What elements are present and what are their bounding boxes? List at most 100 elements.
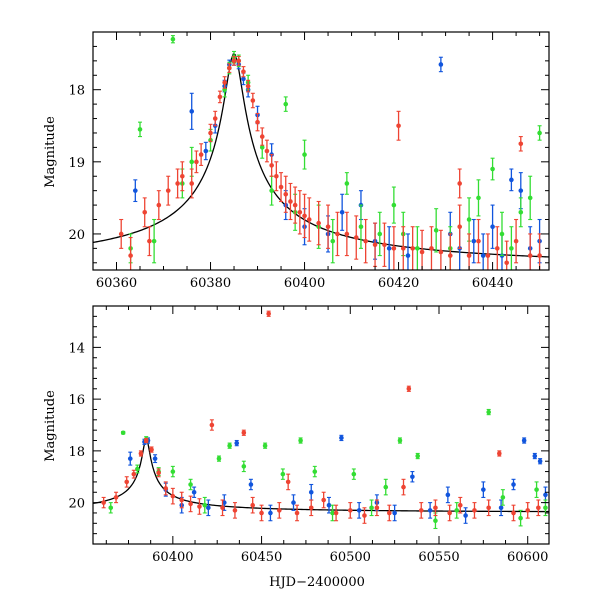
data-marker — [294, 510, 300, 516]
data-point — [101, 496, 106, 509]
x-tick-label: 60400 — [152, 550, 193, 565]
data-marker — [509, 177, 514, 183]
data-marker — [511, 482, 516, 487]
data-point — [463, 507, 468, 524]
data-marker — [509, 246, 514, 251]
data-marker — [288, 199, 293, 204]
data-point — [481, 481, 486, 498]
data-point — [170, 35, 176, 44]
data-marker — [278, 184, 284, 190]
data-point — [188, 495, 193, 513]
data-marker — [457, 502, 463, 508]
data-marker — [362, 513, 367, 518]
data-point — [209, 419, 215, 431]
data-point — [156, 468, 161, 478]
data-marker — [339, 435, 344, 441]
data-point — [386, 226, 392, 270]
data-marker — [194, 159, 199, 165]
data-marker — [410, 246, 415, 251]
y-tick-label: 14 — [68, 341, 85, 356]
data-marker — [120, 430, 126, 436]
data-point — [147, 226, 152, 257]
data-point — [486, 499, 491, 517]
data-point — [427, 502, 433, 519]
data-point — [401, 478, 406, 496]
data-marker — [143, 438, 149, 443]
data-marker — [189, 181, 195, 186]
data-point — [527, 233, 533, 270]
data-marker — [427, 508, 433, 513]
data-point — [518, 509, 523, 527]
data-marker — [504, 260, 509, 266]
x-tick-label: 60400 — [284, 276, 325, 291]
data-marker — [312, 469, 318, 474]
data-point — [377, 211, 383, 257]
data-marker — [543, 505, 548, 511]
data-marker — [236, 58, 242, 64]
data-point — [120, 430, 126, 436]
y-tick-label: 18 — [68, 84, 85, 99]
data-point — [339, 434, 344, 442]
data-marker — [499, 231, 505, 237]
y-tick-label: 19 — [68, 156, 85, 171]
data-marker — [377, 231, 383, 237]
data-marker — [447, 253, 453, 258]
data-marker — [401, 484, 406, 490]
data-point — [433, 499, 438, 517]
x-tick-label: 60600 — [507, 550, 548, 565]
data-point — [532, 452, 538, 460]
data-point — [397, 437, 403, 444]
data-point — [391, 226, 397, 270]
data-marker — [537, 130, 542, 136]
data-point — [236, 55, 242, 66]
data-marker — [241, 69, 246, 74]
data-marker — [344, 231, 350, 237]
data-marker — [165, 188, 171, 193]
data-point — [113, 491, 119, 504]
data-marker — [156, 470, 161, 476]
data-marker — [189, 159, 195, 165]
data-marker — [124, 479, 130, 485]
series-1 — [128, 35, 542, 270]
data-marker — [476, 238, 481, 244]
data-point — [447, 504, 452, 522]
data-point — [472, 502, 477, 519]
data-marker — [374, 505, 380, 511]
data-marker — [536, 505, 541, 511]
data-point — [316, 200, 321, 246]
data-marker — [419, 249, 425, 255]
data-point — [537, 233, 542, 270]
data-marker — [457, 181, 462, 186]
data-marker — [356, 508, 362, 513]
data-point — [521, 437, 527, 444]
data-point — [163, 481, 169, 496]
data-marker — [418, 508, 424, 513]
data-point — [466, 233, 472, 270]
data-marker — [518, 188, 524, 193]
x-tick-label: 60550 — [418, 550, 459, 565]
data-point — [180, 161, 185, 192]
data-point — [285, 473, 291, 491]
x-tick-label: 60360 — [96, 276, 137, 291]
data-marker — [476, 195, 481, 201]
data-marker — [490, 224, 495, 230]
data-point — [330, 504, 335, 522]
data-point — [170, 465, 176, 478]
data-point — [525, 502, 531, 519]
data-point — [497, 450, 502, 457]
data-marker — [241, 430, 247, 436]
data-point — [369, 499, 374, 517]
data-point — [216, 455, 222, 462]
data-marker — [269, 188, 274, 193]
data-marker — [433, 228, 439, 233]
data-marker — [358, 224, 364, 230]
data-point — [278, 172, 284, 203]
data-marker — [245, 83, 251, 89]
data-point — [494, 226, 500, 270]
data-point — [374, 499, 380, 517]
data-point — [259, 504, 264, 522]
data-point — [283, 96, 289, 112]
data-point — [274, 161, 279, 192]
data-marker — [534, 487, 539, 492]
data-point — [415, 226, 420, 270]
